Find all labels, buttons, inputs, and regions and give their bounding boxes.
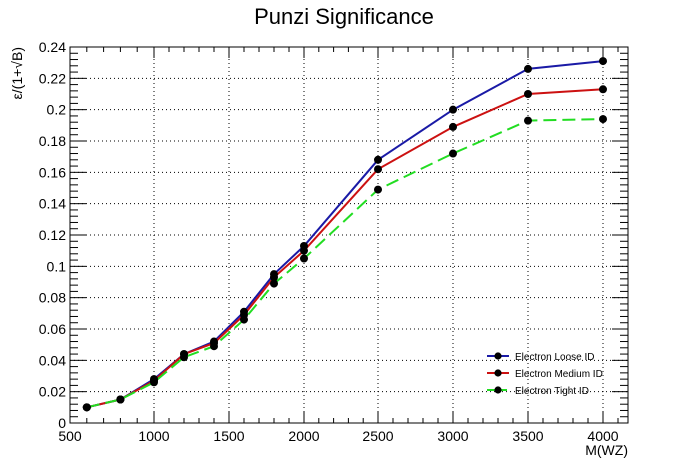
series-3-point <box>116 395 125 404</box>
series-line-3 <box>86 118 604 409</box>
y-tick-label: 0.2 <box>47 102 67 118</box>
y-tick-label: 0.02 <box>39 384 66 400</box>
x-tick-label: 4000 <box>587 428 618 444</box>
axis-ticks: 500 1000 1500 2000 2500 3000 3500 4000 0 0.02 0.04… <box>39 39 628 444</box>
series-line-2 <box>86 88 604 409</box>
series-1-point <box>599 57 607 66</box>
series-3-point <box>300 254 308 263</box>
legend-marker-3 <box>494 386 502 394</box>
series-3-point <box>524 116 532 125</box>
series-3-point <box>150 378 158 387</box>
y-axis-title: ε/(1+√B) <box>9 47 25 99</box>
y-tick-label: 0.08 <box>39 290 66 306</box>
series-layer <box>82 57 607 412</box>
x-tick-label: 500 <box>58 428 82 444</box>
x-tick-label: 2000 <box>288 428 319 444</box>
series-2-point <box>300 246 308 255</box>
y-tick-label: 0.06 <box>39 321 66 337</box>
series-1-point <box>524 64 532 73</box>
x-tick-label: 3000 <box>437 428 468 444</box>
legend-label-1: Electron Loose ID <box>515 352 595 363</box>
y-tick-label: 0.16 <box>39 164 66 180</box>
series-line-1 <box>86 60 604 409</box>
y-tick-label: 0.18 <box>39 133 66 149</box>
series-2-point <box>599 85 607 94</box>
y-tick-label: 0.1 <box>47 258 67 274</box>
legend: Electron Loose ID Electron Medium ID Elect… <box>487 352 603 397</box>
series-3-point <box>374 185 382 194</box>
y-tick-label: 0 <box>58 415 66 431</box>
y-tick-label: 0.12 <box>39 227 66 243</box>
series-3-point <box>270 279 278 288</box>
series-3-point <box>180 353 188 362</box>
x-tick-label: 1000 <box>138 428 169 444</box>
series-3-point <box>82 403 91 412</box>
x-tick-label: 2500 <box>362 428 393 444</box>
series-1-point <box>449 105 457 114</box>
legend-label-2: Electron Medium ID <box>515 369 603 380</box>
chart-title: Punzi Significance <box>254 4 434 29</box>
series-2-point <box>449 122 457 131</box>
x-tick-label: 3500 <box>512 428 543 444</box>
y-tick-label: 0.04 <box>39 352 66 368</box>
series-3-point <box>240 315 248 324</box>
grid <box>70 47 628 423</box>
x-axis-title: M(WZ) <box>585 442 628 458</box>
series-3-point <box>210 342 218 351</box>
series-2-point <box>374 165 382 174</box>
y-tick-label: 0.22 <box>39 70 66 86</box>
legend-marker-1 <box>494 352 502 360</box>
series-3-point <box>449 149 457 158</box>
series-2-point <box>524 90 532 98</box>
y-tick-label: 0.24 <box>39 39 66 55</box>
series-2-point <box>270 273 278 282</box>
y-tick-label: 0.14 <box>39 196 66 212</box>
series-3-point <box>599 115 607 124</box>
legend-label-3: Electron Tight ID <box>515 386 589 397</box>
legend-marker-2 <box>494 369 502 377</box>
x-tick-label: 1500 <box>213 428 244 444</box>
series-1-point <box>374 155 382 164</box>
